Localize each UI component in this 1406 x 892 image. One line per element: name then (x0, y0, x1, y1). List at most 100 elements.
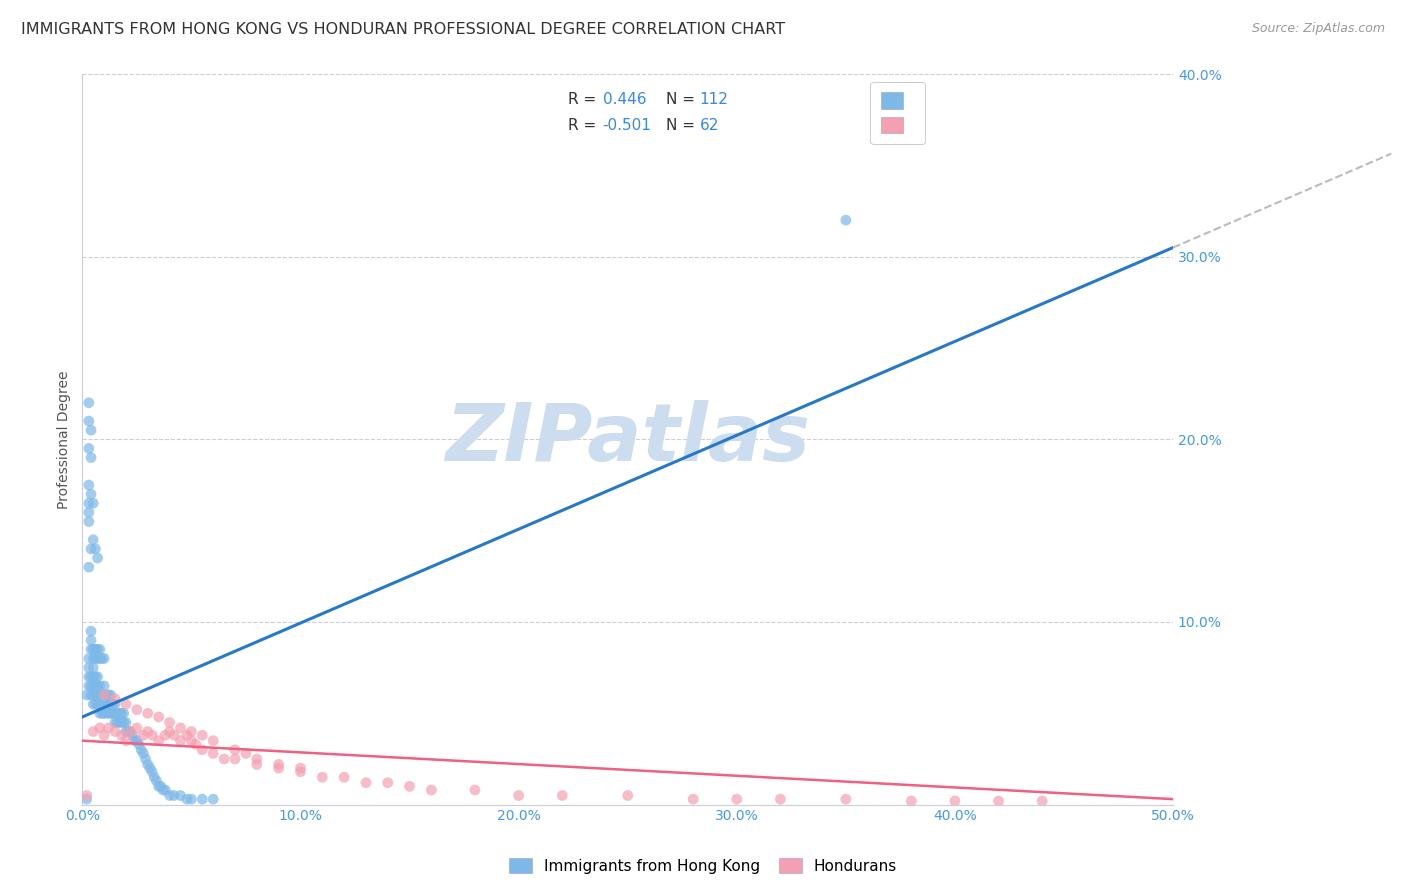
Point (80, 624, 103, 639)
Point (224, 752, 246, 766)
Point (93, 688, 115, 702)
Point (82, 688, 104, 702)
Point (97, 688, 120, 702)
Point (82, 533, 104, 547)
Point (145, 773, 167, 788)
Point (76, 688, 98, 702)
Point (90, 706, 112, 721)
Text: -0.501: -0.501 (603, 118, 651, 133)
Point (93, 697, 115, 711)
Point (76, 792, 98, 806)
Point (89, 642, 111, 657)
Point (84, 642, 107, 657)
Text: N =: N = (666, 118, 700, 133)
Point (120, 724, 142, 739)
Point (89, 721, 111, 735)
Text: 0.446: 0.446 (603, 92, 647, 107)
Point (202, 792, 225, 806)
Point (508, 789, 530, 803)
Point (86, 642, 108, 657)
Point (104, 715, 127, 730)
Point (108, 715, 131, 730)
Point (89, 706, 111, 721)
Point (82, 697, 104, 711)
Point (80, 423, 103, 437)
Point (148, 780, 170, 794)
Point (176, 792, 198, 806)
Point (169, 721, 191, 735)
Point (104, 691, 127, 706)
Point (943, 794, 966, 808)
Point (163, 789, 186, 803)
Point (110, 706, 132, 721)
Point (93, 728, 115, 742)
Point (77, 396, 100, 410)
Point (77, 505, 100, 519)
Point (77, 679, 100, 693)
Point (84, 679, 107, 693)
Point (104, 724, 127, 739)
Point (120, 724, 142, 739)
Point (169, 789, 191, 803)
Point (86, 679, 108, 693)
Point (464, 783, 486, 797)
Point (89, 651, 111, 665)
Point (169, 733, 191, 747)
Point (333, 770, 356, 784)
Legend: Immigrants from Hong Kong, Hondurans: Immigrants from Hong Kong, Hondurans (503, 852, 903, 880)
Point (132, 728, 155, 742)
Point (90, 688, 112, 702)
Point (80, 679, 103, 693)
Point (77, 496, 100, 510)
Point (184, 737, 207, 751)
Point (77, 515, 100, 529)
Point (377, 775, 399, 789)
Point (191, 728, 214, 742)
Point (100, 697, 122, 711)
Point (115, 715, 138, 730)
Point (105, 715, 128, 730)
Point (224, 743, 246, 757)
Point (82, 724, 104, 739)
Point (80, 450, 103, 465)
Point (86, 670, 108, 684)
Point (115, 697, 138, 711)
Point (267, 757, 290, 772)
Point (159, 724, 181, 739)
Text: R =: R = (568, 92, 600, 107)
Point (82, 660, 104, 674)
Point (97, 706, 120, 721)
Text: ZIPatlas: ZIPatlas (446, 401, 810, 478)
Point (86, 551, 108, 566)
Point (77, 414, 100, 428)
Point (125, 721, 148, 735)
Point (129, 743, 152, 757)
Point (84, 688, 107, 702)
Point (84, 697, 107, 711)
Point (139, 761, 162, 775)
Point (725, 792, 748, 806)
Point (153, 783, 176, 797)
Point (97, 721, 120, 735)
Point (128, 737, 150, 751)
Point (135, 752, 157, 766)
Legend: , : , (870, 82, 925, 144)
Point (290, 764, 312, 779)
Point (80, 642, 103, 657)
Point (82, 670, 104, 684)
Point (191, 743, 214, 757)
Point (93, 688, 115, 702)
Point (152, 783, 174, 797)
Text: Source: ZipAtlas.com: Source: ZipAtlas.com (1251, 22, 1385, 36)
Point (1031, 794, 1053, 808)
Point (105, 706, 128, 721)
Point (96, 697, 118, 711)
Y-axis label: Professional Degree: Professional Degree (58, 370, 72, 508)
Point (77, 670, 100, 684)
Point (176, 728, 198, 742)
Point (115, 733, 138, 747)
Point (101, 697, 124, 711)
Point (77, 651, 100, 665)
Point (246, 752, 269, 766)
Point (86, 688, 108, 702)
